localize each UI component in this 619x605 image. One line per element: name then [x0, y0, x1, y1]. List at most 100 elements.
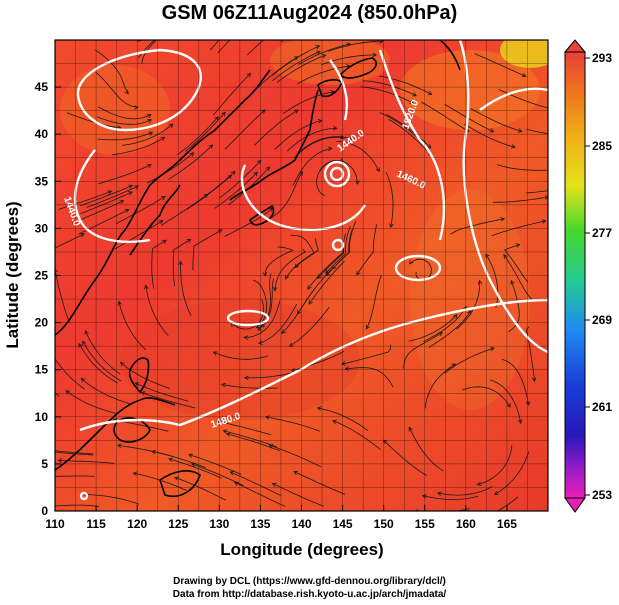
- streamline: [332, 420, 381, 450]
- streamline: [65, 390, 117, 414]
- streamline-arrow: [243, 335, 249, 341]
- page-title: GSM 06Z11Aug2024 (850.0hPa): [161, 2, 458, 24]
- streamline: [503, 254, 535, 302]
- streamline-arrow: [255, 15, 259, 19]
- x-tick-label: 140: [291, 517, 311, 531]
- colorbar: 293 285 277 269 261 253: [563, 39, 612, 513]
- streamline: [298, 43, 351, 65]
- streamline-arrow: [119, 200, 125, 205]
- y-tick-label: 15: [35, 363, 49, 377]
- streamline-arrow: [315, 45, 321, 50]
- streamline: [191, 463, 244, 486]
- streamline: [257, 278, 274, 331]
- streamline: [224, 207, 273, 237]
- streamline-arrow: [128, 191, 133, 196]
- streamline-arrow: [489, 128, 495, 133]
- streamline: [297, 65, 350, 85]
- streamline-arrow: [477, 279, 483, 285]
- colorbar-bottom-arrow: [564, 497, 586, 513]
- streamline: [274, 248, 307, 291]
- streamline: [78, 343, 118, 384]
- streamline-arrow: [38, 447, 42, 451]
- streamline: [234, 482, 286, 507]
- x-tick-label: 110: [45, 517, 65, 531]
- streamline: [82, 340, 122, 382]
- streamline: [97, 131, 153, 141]
- streamline-arrow: [281, 329, 286, 334]
- streamline-arrow: [332, 125, 338, 131]
- credit-drawing: Drawing by DCL (https://www.gfd-dennou.o…: [173, 576, 446, 587]
- streamline-arrow: [132, 471, 138, 476]
- x-tick-label: 165: [497, 517, 517, 531]
- streamline-arrow: [212, 351, 218, 356]
- streamline-arrow: [168, 123, 174, 128]
- streamline: [492, 196, 548, 203]
- streamline: [317, 407, 369, 432]
- streamline-arrow: [147, 119, 152, 124]
- colorbar-top-arrow: [563, 39, 587, 53]
- streamline-arrow: [229, 471, 235, 476]
- streamline-arrow: [217, 229, 223, 234]
- streamline: [114, 220, 163, 250]
- streamline: [286, 127, 337, 152]
- streamline: [81, 378, 131, 405]
- streamline: [308, 260, 345, 305]
- streamline: [111, 136, 165, 156]
- streamline-arrow: [37, 448, 41, 452]
- streamline-arrow: [544, 195, 548, 200]
- streamline: [485, 254, 499, 308]
- streamline-arrow: [409, 259, 414, 265]
- streamline: [307, 247, 345, 290]
- streamline-arrow: [325, 269, 330, 274]
- geopotential-contours: [73, 40, 548, 501]
- streamline: [244, 300, 281, 338]
- streamline-arrow: [531, 377, 537, 383]
- y-tick-label: 40: [35, 127, 49, 141]
- streamline: [141, 391, 196, 409]
- streamline-arrow: [181, 14, 185, 17]
- streamline: [491, 220, 546, 237]
- streamline-arrow: [321, 54, 327, 59]
- y-tick-label: 10: [35, 410, 49, 424]
- streamline: [269, 444, 322, 468]
- temperature-field: [55, 40, 548, 511]
- streamline-arrow: [133, 105, 139, 110]
- streamline-arrow: [325, 13, 329, 17]
- x-tick-label: 160: [456, 517, 476, 531]
- streamline: [168, 458, 222, 479]
- streamline-arrow: [525, 401, 531, 406]
- streamline: [408, 314, 458, 342]
- streamline-arrow: [55, 268, 58, 273]
- streamline: [180, 261, 192, 316]
- streamline-arrow: [124, 89, 129, 95]
- streamline: [423, 306, 467, 342]
- streamline-arrow: [517, 128, 523, 133]
- streamline: [214, 172, 258, 209]
- streamline: [271, 171, 303, 219]
- streamline: [325, 226, 351, 274]
- colorbar-label: 285: [592, 139, 612, 153]
- streamline-arrow: [151, 449, 157, 455]
- streamline-arrow: [57, 458, 63, 463]
- streamline: [501, 358, 529, 406]
- streamline: [450, 218, 505, 235]
- streamline: [58, 190, 112, 210]
- streamline: [470, 108, 522, 132]
- colorbar-label: 277: [592, 226, 612, 240]
- streamline-arrow: [503, 254, 508, 259]
- streamline: [489, 379, 522, 424]
- streamline: [80, 191, 133, 215]
- streamline-arrow: [356, 270, 361, 276]
- streamline: [96, 116, 152, 125]
- streamline-arrow: [490, 346, 495, 352]
- streamline: [388, 119, 432, 156]
- y-tick-label: 25: [35, 269, 49, 283]
- streamline: [289, 306, 330, 347]
- streamline: [300, 136, 354, 152]
- streamline-arrow: [541, 219, 547, 224]
- streamline: [274, 120, 322, 150]
- streamline: [136, 40, 141, 41]
- streamline: [282, 91, 335, 115]
- streamline-arrow: [339, 134, 345, 140]
